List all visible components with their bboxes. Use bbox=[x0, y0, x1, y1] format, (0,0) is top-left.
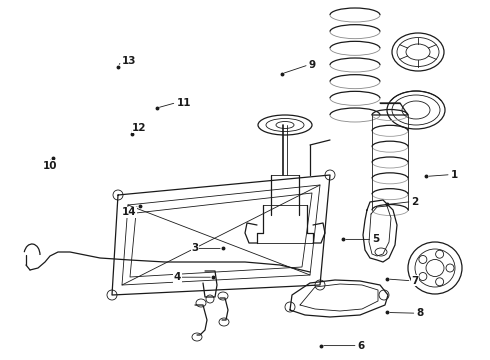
Text: 1: 1 bbox=[451, 170, 458, 180]
Text: 3: 3 bbox=[191, 243, 198, 253]
Text: 8: 8 bbox=[416, 308, 424, 318]
Text: 14: 14 bbox=[122, 207, 136, 217]
Text: 6: 6 bbox=[358, 341, 365, 351]
Text: 10: 10 bbox=[43, 161, 58, 171]
Text: 2: 2 bbox=[412, 197, 419, 207]
Text: 5: 5 bbox=[372, 234, 380, 244]
Text: 7: 7 bbox=[412, 276, 419, 286]
Text: 11: 11 bbox=[176, 98, 191, 108]
Text: 13: 13 bbox=[122, 56, 136, 66]
Text: 9: 9 bbox=[309, 60, 316, 70]
Text: 12: 12 bbox=[132, 123, 147, 133]
Text: 4: 4 bbox=[174, 272, 181, 282]
